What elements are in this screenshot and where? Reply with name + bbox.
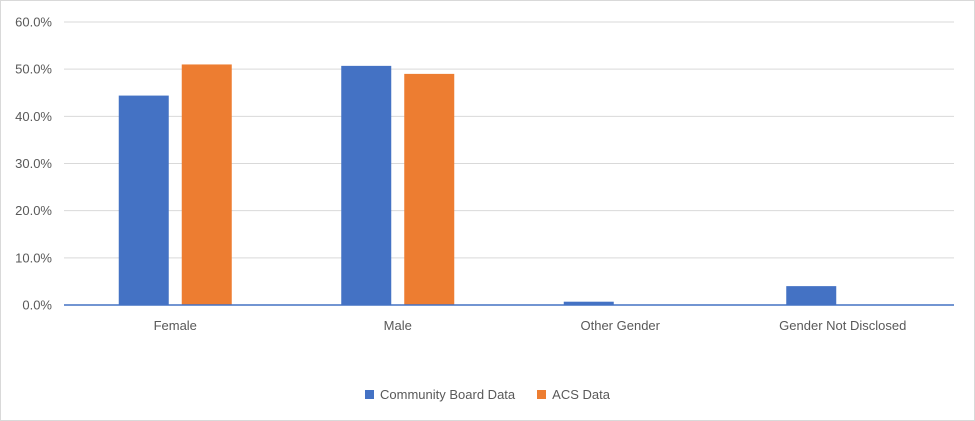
y-tick-label: 10.0% <box>15 250 52 265</box>
y-tick-label: 40.0% <box>15 109 52 124</box>
legend-swatch-acs <box>537 390 547 399</box>
bar-chart: 0.0% 10.0% 20.0% 30.0% 40.0% 50.0% 60.0% Female… <box>15 15 954 333</box>
y-tick-label: 50.0% <box>15 62 52 77</box>
bar-acs <box>181 64 232 305</box>
legend-swatch-community-board <box>365 390 375 399</box>
legend-item-community-board: Community Board Data <box>365 387 515 402</box>
y-tick-label: 60.0% <box>15 15 52 30</box>
bar-community-board <box>118 95 169 305</box>
bar-acs <box>404 73 455 305</box>
x-tick-label: Female <box>154 318 197 333</box>
y-tick-label: 20.0% <box>15 203 52 218</box>
legend-item-acs: ACS Data <box>537 387 610 402</box>
y-tick-label: 30.0% <box>15 156 52 171</box>
x-tick-label: Other Gender <box>581 318 661 333</box>
bar-community-board <box>341 65 392 306</box>
bar-community-board <box>786 286 837 305</box>
x-tick-label: Male <box>384 318 412 333</box>
legend: Community Board Data ACS Data <box>1 387 974 402</box>
y-tick-label: 0.0% <box>22 298 52 313</box>
legend-label-community-board: Community Board Data <box>380 387 516 402</box>
x-tick-label: Gender Not Disclosed <box>779 318 906 333</box>
bar-community-board <box>563 301 614 305</box>
legend-label-acs: ACS Data <box>552 387 610 402</box>
